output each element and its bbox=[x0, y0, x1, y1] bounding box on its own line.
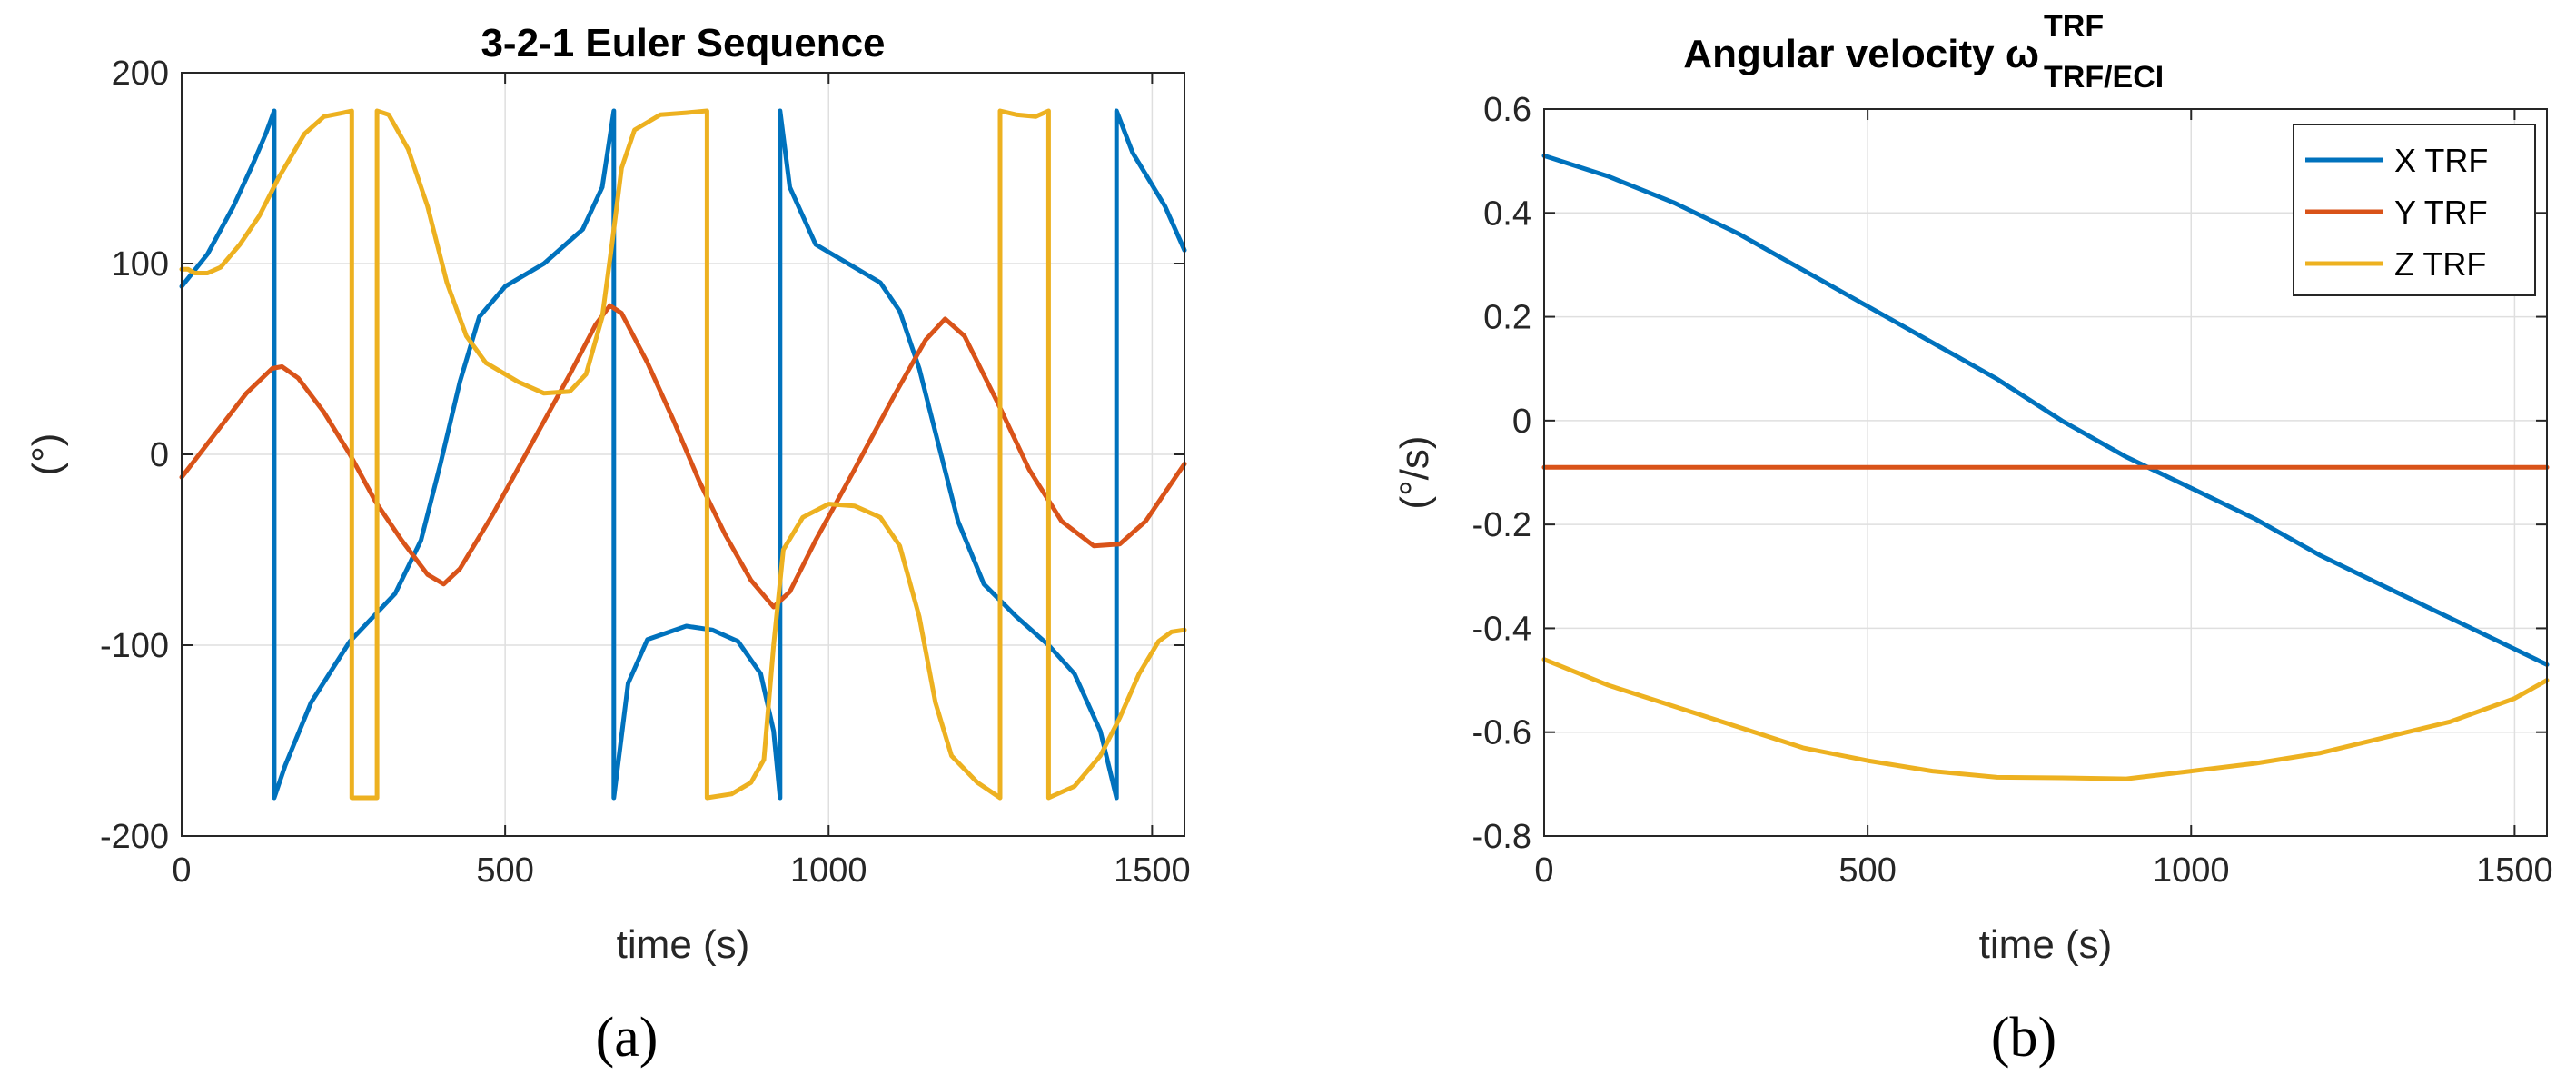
x-tick-label: 0 bbox=[1534, 851, 1553, 890]
y-tick-label: -0.6 bbox=[1472, 714, 1531, 752]
y-tick-label: 200 bbox=[112, 55, 169, 93]
chart-title-superscript: TRF bbox=[2044, 9, 2104, 44]
x-tick-label: 1500 bbox=[1114, 851, 1191, 890]
chart-angular-velocity: 0 500 1000 1500 -0.8 -0.6 -0.4 -0.2 0 0.2 0.4 0.6 A… bbox=[1392, 9, 2553, 1069]
series-line-3 bbox=[179, 108, 1187, 801]
series-layer bbox=[179, 108, 1187, 801]
legend-label-x: X TRF bbox=[2394, 142, 2488, 179]
x-tick-label: 1500 bbox=[2476, 851, 2553, 890]
y-tick-label: 100 bbox=[112, 245, 169, 284]
tick-labels: 0 500 1000 1500 -200 -100 0 100 200 bbox=[100, 55, 1191, 890]
series-line-2 bbox=[179, 303, 1187, 610]
legend-label-y: Y TRF bbox=[2394, 194, 2488, 231]
y-tick-label: 0.2 bbox=[1483, 299, 1531, 337]
y-tick-label: -0.2 bbox=[1472, 506, 1531, 544]
ticks bbox=[181, 72, 1184, 837]
x-tick-label: 1000 bbox=[2153, 851, 2230, 890]
ticks bbox=[1543, 108, 2547, 837]
series-layer bbox=[1541, 153, 2550, 781]
series-line-1 bbox=[179, 108, 1187, 801]
panel-label: (a) bbox=[596, 1007, 659, 1069]
y-axis-label: (°/s) bbox=[1392, 435, 1437, 509]
y-tick-label: -0.8 bbox=[1472, 818, 1531, 856]
y-tick-label: 0 bbox=[150, 436, 169, 474]
series-line-1 bbox=[1541, 153, 2550, 667]
x-axis-label: time (s) bbox=[1979, 922, 2113, 967]
chart-euler-sequence: 0 500 1000 1500 -200 -100 0 100 200 3-2-1 Euler … bbox=[25, 21, 1191, 1069]
legend-label-z: Z TRF bbox=[2394, 245, 2486, 283]
x-axis-label: time (s) bbox=[617, 922, 750, 967]
tick-labels: 0 500 1000 1500 -0.8 -0.6 -0.4 -0.2 0 0.2 0.4 0.6 bbox=[1472, 91, 2553, 890]
y-tick-label: 0 bbox=[1512, 403, 1531, 441]
y-tick-label: -0.4 bbox=[1472, 610, 1531, 648]
y-axis-label: (°) bbox=[25, 433, 69, 476]
x-tick-label: 500 bbox=[476, 851, 533, 890]
y-tick-label: -100 bbox=[100, 627, 169, 665]
chart-title: 3-2-1 Euler Sequence bbox=[481, 21, 885, 65]
series-line-3 bbox=[1541, 657, 2550, 781]
x-tick-label: 1000 bbox=[790, 851, 867, 890]
x-tick-label: 500 bbox=[1838, 851, 1896, 890]
y-tick-label: 0.6 bbox=[1483, 91, 1531, 129]
chart-title: Angular velocity ω bbox=[1683, 32, 2039, 76]
y-tick-label: 0.4 bbox=[1483, 194, 1531, 233]
panel-label: (b) bbox=[1991, 1007, 2056, 1069]
chart-title-subscript: TRF/ECI bbox=[2044, 60, 2164, 95]
y-tick-label: -200 bbox=[100, 818, 169, 856]
legend: X TRF Y TRF Z TRF bbox=[2293, 124, 2536, 296]
axes-box bbox=[1543, 108, 2548, 837]
x-tick-label: 0 bbox=[172, 851, 191, 890]
